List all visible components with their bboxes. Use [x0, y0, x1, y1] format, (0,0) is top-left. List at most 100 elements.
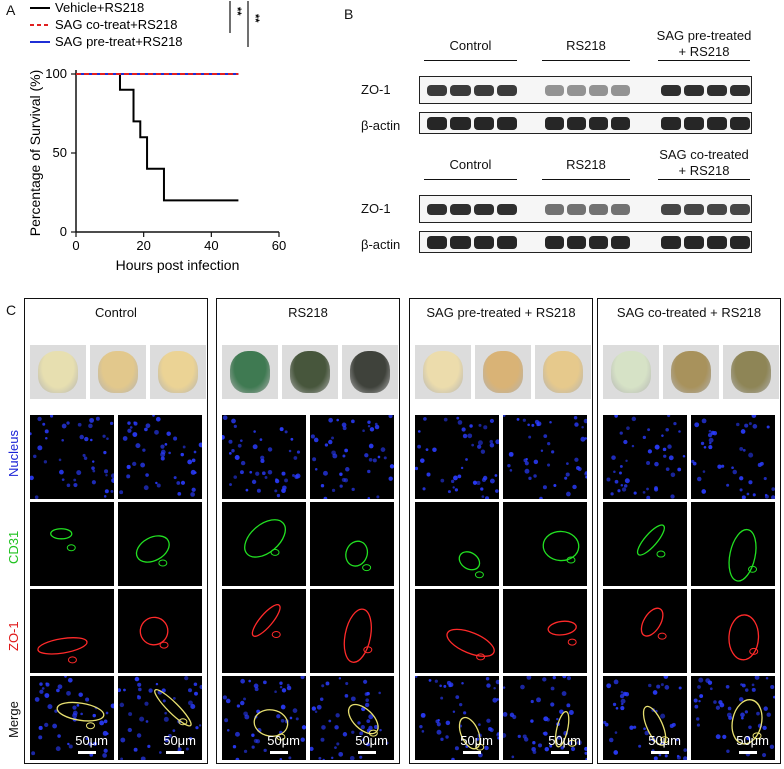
blot-top-group-label: Control — [449, 38, 492, 53]
blot-band — [730, 204, 750, 215]
blot-band — [730, 117, 750, 130]
micrograph-merge: 50μm — [503, 676, 587, 760]
blot-band — [427, 85, 448, 96]
micrograph-nucleus — [118, 415, 202, 499]
scale-bar — [463, 751, 481, 754]
brain-shape — [350, 351, 390, 393]
blot-band — [707, 204, 727, 215]
blot-band — [589, 85, 608, 96]
blot-bottom-row-label: β-actin — [361, 237, 401, 252]
group-title: SAG co-treated + RS218 — [616, 305, 762, 320]
x-tick-label: 0 — [72, 238, 79, 253]
blot-band — [707, 85, 727, 96]
brain-shape — [158, 351, 198, 393]
scale-bar — [78, 751, 96, 754]
scale-bar-label: 50μm — [267, 733, 300, 748]
micrograph-zo-1 — [691, 589, 775, 673]
blot-band — [450, 204, 471, 215]
micrograph-merge: 50μm — [118, 676, 202, 760]
blot-bottom-group-label: RS218 — [566, 157, 606, 172]
blot-bottom-group-label: Control — [449, 157, 492, 172]
survival-chart: Vehicle+RS218 SAG co-treat+RS218 SAG pre-t… — [27, 0, 286, 273]
micrograph-cd31 — [118, 502, 202, 586]
brain-photo — [150, 345, 206, 399]
x-tick-label: 40 — [204, 238, 218, 253]
brain-photo — [342, 345, 398, 399]
legend-label: SAG co-treat+RS218 — [55, 17, 177, 32]
blot-bottom-strip — [419, 231, 752, 253]
blot-band — [730, 236, 750, 249]
micrograph-merge: 50μm — [691, 676, 775, 760]
panel-label-c: C — [6, 302, 17, 318]
micrograph-zo-1 — [118, 589, 202, 673]
micrograph-merge: 50μm — [310, 676, 394, 760]
group-box — [409, 298, 593, 764]
row-label-zo-1: ZO-1 — [6, 621, 21, 651]
blot-band — [496, 85, 517, 96]
micrograph-nucleus — [503, 415, 587, 499]
x-tick-label: 60 — [272, 238, 286, 253]
scale-bar-label: 50μm — [548, 733, 581, 748]
micrograph-zo-1 — [603, 589, 687, 673]
scale-bar — [651, 751, 669, 754]
blot-bottom-group-label: SAG co-treated + RS218 — [659, 147, 749, 178]
brain-shape — [731, 351, 771, 393]
micrograph-nucleus — [691, 415, 775, 499]
blot-band — [611, 85, 630, 96]
micrograph-nucleus — [603, 415, 687, 499]
blot-band — [661, 236, 681, 249]
blot-top-row-label: ZO-1 — [361, 82, 391, 97]
brain-photo — [30, 345, 86, 399]
significance-mark: ** — [231, 7, 243, 16]
legend-label: SAG pre-treat+RS218 — [55, 34, 183, 49]
y-axis-label: Percentage of Survival (%) — [27, 70, 43, 237]
brain-photo — [222, 345, 278, 399]
blot-bottom-group-underline — [424, 179, 517, 180]
blot-band — [661, 117, 681, 130]
brain-shape — [671, 351, 711, 393]
group-title: Control — [95, 305, 137, 320]
brain-shape — [423, 351, 463, 393]
panel-label-a: A — [6, 2, 16, 18]
blot-band — [450, 117, 471, 130]
micrograph-nucleus — [415, 415, 499, 499]
blot-band — [589, 204, 608, 215]
blot-band — [473, 236, 494, 249]
brain-shape — [611, 351, 651, 393]
chart-legend: Vehicle+RS218 SAG co-treat+RS218 SAG pre-t… — [30, 0, 261, 49]
brain-photo — [475, 345, 531, 399]
blot-band — [545, 85, 564, 96]
row-label-merge: Merge — [6, 701, 21, 738]
scale-bar-label: 50μm — [460, 733, 493, 748]
blot-top-group-underline — [542, 60, 630, 61]
blot-band — [567, 236, 586, 249]
blot-bottom-group-underline — [542, 179, 630, 180]
micrograph-zo-1 — [310, 589, 394, 673]
blot-band — [450, 236, 471, 249]
series-line-0 — [76, 73, 239, 202]
blot-band — [589, 236, 608, 249]
micrograph-zo-1 — [222, 589, 306, 673]
micrograph-cd31 — [415, 502, 499, 586]
scale-bar — [270, 751, 288, 754]
scale-bar — [358, 751, 376, 754]
row-label-nucleus: Nucleus — [6, 430, 21, 477]
group-title: RS218 — [288, 305, 328, 320]
brain-shape — [483, 351, 523, 393]
blot-band — [545, 236, 564, 249]
blot-bottom-group-underline — [658, 179, 750, 180]
brain-photo — [723, 345, 779, 399]
micrograph-nucleus — [30, 415, 114, 499]
blot-band — [589, 117, 608, 130]
plot-area: 0 20 40 60 0 50 100 Hours post infection Percent… — [27, 66, 286, 273]
blot-band — [661, 85, 681, 96]
blot-band — [707, 236, 727, 249]
blot-band — [496, 236, 517, 249]
significance-mark: ** — [249, 14, 261, 23]
brain-photo — [415, 345, 471, 399]
scale-bar — [551, 751, 569, 754]
blot-top-strip — [419, 76, 752, 104]
micrograph-cd31 — [310, 502, 394, 586]
brain-shape — [290, 351, 330, 393]
group-box — [24, 298, 208, 764]
